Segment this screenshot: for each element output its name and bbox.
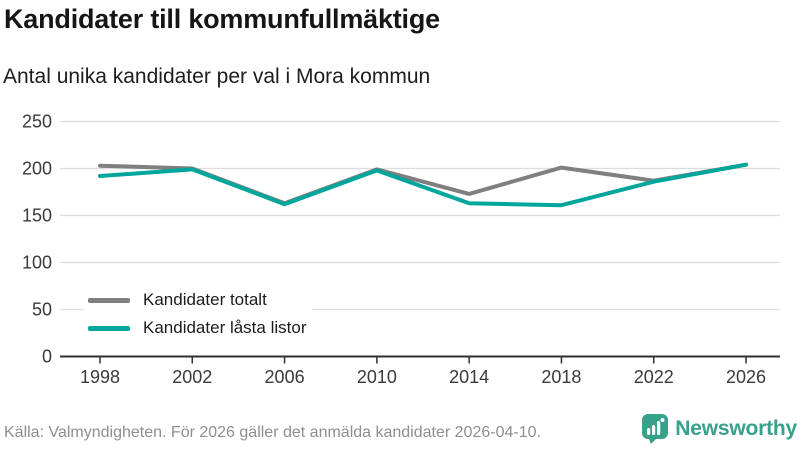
legend-label-locked-lists: Kandidater låsta listor — [143, 318, 307, 337]
legend-item-total: Kandidater totalt — [84, 289, 313, 311]
legend-swatch-gray — [88, 297, 130, 303]
source-note: Källa: Valmyndigheten. För 2026 gäller d… — [4, 424, 541, 441]
chart-subtitle: Antal unika kandidater per val i Mora ko… — [3, 65, 431, 88]
x-axis-tick-label: 2014 — [449, 367, 489, 387]
legend-label-total: Kandidater totalt — [143, 290, 267, 309]
y-axis-tick-label: 150 — [22, 206, 52, 226]
legend-item-locked-lists: Kandidater låsta listor — [84, 317, 313, 339]
x-axis-tick-label: 2010 — [357, 367, 397, 387]
legend-swatch-teal — [88, 325, 130, 331]
series-line-1 — [98, 162, 748, 208]
y-axis-tick-label: 250 — [22, 112, 52, 132]
x-axis-tick-label: 2022 — [634, 367, 674, 387]
chart-title: Kandidater till kommunfullmäktige — [4, 4, 440, 34]
x-axis-tick-label: 2018 — [541, 367, 581, 387]
newsworthy-logo-icon — [642, 414, 669, 444]
y-axis-tick-label: 200 — [22, 159, 52, 179]
y-axis-tick-label: 100 — [22, 253, 52, 273]
x-axis-tick-label: 2006 — [265, 367, 305, 387]
newsworthy-logo-text: Newsworthy — [675, 417, 797, 440]
chart-legend: Kandidater totalt Kandidater låsta listo… — [84, 289, 313, 339]
x-axis-tick-label: 2026 — [726, 367, 766, 387]
newsworthy-logo: Newsworthy — [641, 413, 797, 445]
x-axis-tick-label: 1998 — [80, 367, 120, 387]
y-axis-tick-label: 0 — [42, 347, 52, 367]
y-axis-tick-label: 50 — [32, 300, 52, 320]
x-axis-tick-label: 2002 — [172, 367, 212, 387]
